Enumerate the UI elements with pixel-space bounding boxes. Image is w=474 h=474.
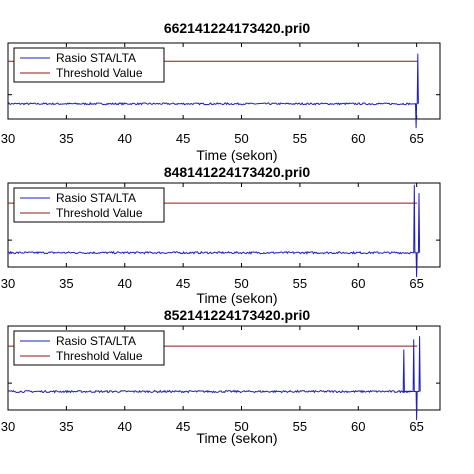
sta-lta-series-line bbox=[7, 184, 421, 278]
x-tick-label: 50 bbox=[234, 276, 248, 291]
x-tick-label: 45 bbox=[176, 419, 190, 434]
x-axis-label: Time (sekon) bbox=[196, 430, 277, 446]
legend-label-sta-lta: Rasio STA/LTA bbox=[56, 51, 136, 65]
x-tick-label: 60 bbox=[351, 276, 365, 291]
x-tick-label: 40 bbox=[118, 419, 132, 434]
chart-title: 848141224173420.pri0 bbox=[164, 164, 311, 180]
x-tick-label: 30 bbox=[1, 131, 15, 146]
x-axis-label: Time (sekon) bbox=[196, 147, 277, 163]
x-axis-label: Time (sekon) bbox=[196, 290, 277, 306]
x-tick-label: 45 bbox=[176, 276, 190, 291]
legend-label-threshold: Threshold Value bbox=[56, 206, 143, 220]
x-tick-label: 65 bbox=[409, 131, 423, 146]
x-tick-label: 65 bbox=[409, 419, 423, 434]
plot-area-frame bbox=[7, 325, 441, 411]
legend-label-threshold: Threshold Value bbox=[56, 66, 143, 80]
chart-panel-3: 852141224173420.pri0 30 35 40 45 50 55 60 65 Time… bbox=[1, 307, 441, 446]
x-tick-label: 55 bbox=[293, 419, 307, 434]
x-tick-label: 65 bbox=[409, 276, 423, 291]
sta-lta-series-line bbox=[7, 53, 419, 129]
x-tick-label: 35 bbox=[59, 419, 73, 434]
legend-box bbox=[13, 330, 165, 366]
x-tick-label: 35 bbox=[59, 276, 73, 291]
plot-area-frame bbox=[7, 42, 441, 120]
x-tick-label: 50 bbox=[234, 131, 248, 146]
x-tick-label: 60 bbox=[351, 419, 365, 434]
legend-label-sta-lta: Rasio STA/LTA bbox=[56, 191, 136, 205]
x-tick-label: 30 bbox=[1, 276, 15, 291]
legend-label-sta-lta: Rasio STA/LTA bbox=[56, 334, 136, 348]
x-tick-label: 35 bbox=[59, 131, 73, 146]
legend-box bbox=[13, 47, 165, 83]
x-tick-label: 45 bbox=[176, 131, 190, 146]
x-tick-label: 30 bbox=[1, 419, 15, 434]
x-tick-label: 60 bbox=[351, 131, 365, 146]
x-tick-label: 40 bbox=[118, 276, 132, 291]
legend-label-threshold: Threshold Value bbox=[56, 349, 143, 363]
x-tick-label: 40 bbox=[118, 131, 132, 146]
chart-title: 662141224173420.pri0 bbox=[164, 20, 311, 36]
chart-panel-1: 662141224173420.pri0 30 35 40 45 50 55 60 65 Time… bbox=[1, 20, 441, 163]
x-tick-label: 55 bbox=[293, 131, 307, 146]
legend-box bbox=[13, 187, 165, 223]
plot-area-frame bbox=[7, 182, 441, 268]
chart-title: 852141224173420.pri0 bbox=[164, 307, 311, 323]
x-tick-label: 55 bbox=[293, 276, 307, 291]
sta-lta-series-line bbox=[7, 336, 421, 421]
chart-panel-2: 848141224173420.pri0 30 35 40 45 50 55 60 65 Time… bbox=[1, 164, 441, 306]
x-tick-label: 50 bbox=[234, 419, 248, 434]
